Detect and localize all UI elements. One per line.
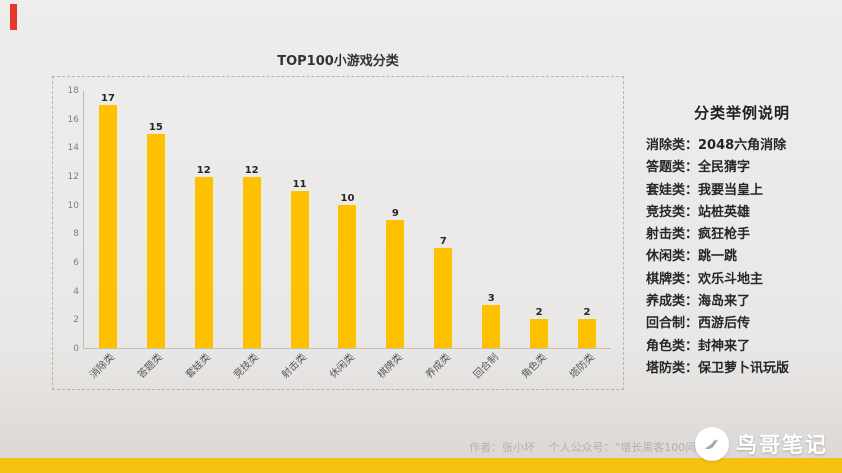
bar-value-label: 15: [148, 121, 163, 133]
x-axis-label-cell: 竞技类: [227, 351, 275, 387]
legend-item: 养成类：海岛来了: [646, 294, 751, 310]
x-axis-label: 竞技类: [231, 351, 261, 381]
bar-value-label: 10: [340, 193, 355, 205]
bar: [386, 219, 405, 348]
y-tick-label: 12: [67, 172, 79, 182]
legend-item: 休闲类：跳一跳: [646, 249, 738, 265]
bar-column: 12: [180, 91, 228, 348]
bar-value-label: 12: [244, 164, 259, 176]
legend-item: 套娃类：我要当皇上: [646, 182, 764, 198]
chart-area: 0 2 4 6 8 10 12 14 16 18 17 15 12 12 11 10 9 7 3 2 2 消除类 答题类…: [52, 76, 624, 390]
x-axis-label-cell: 棋牌类: [371, 351, 419, 387]
x-axis-label: 消除类: [87, 351, 117, 381]
legend-item: 角色类：封神来了: [646, 338, 751, 354]
x-axis-label-cell: 回合制: [467, 351, 515, 387]
footer-account: 个人公众号：“增长黑客100问”: [548, 441, 702, 454]
y-tick-label: 4: [73, 286, 79, 297]
bar-column: 3: [467, 91, 515, 348]
legend-item: 竞技类：站桩英雄: [646, 204, 751, 220]
y-tick-label: 18: [67, 86, 79, 96]
bar: [194, 176, 213, 348]
x-axis-label-cell: 射击类: [275, 351, 323, 387]
x-axis-label-cell: 休闲类: [323, 351, 371, 387]
bar-column: 10: [324, 91, 372, 348]
bar-column: 17: [84, 91, 132, 348]
x-axis-label-cell: 养成类: [419, 351, 467, 387]
bar-column: 2: [515, 91, 563, 348]
x-axis-label: 答题类: [135, 351, 165, 381]
bar-value-label: 7: [439, 236, 447, 248]
y-tick-label: 14: [67, 143, 79, 154]
bar: [530, 319, 549, 348]
bar: [338, 205, 357, 348]
bar-value-label: 9: [391, 207, 399, 219]
legend-item: 回合制：西游后传: [646, 316, 751, 332]
bar-column: 9: [371, 91, 419, 348]
footer-author: 作者：张小坏: [469, 441, 536, 454]
legend-item: 答题类：全民猜字: [646, 160, 751, 176]
bar: [290, 190, 309, 348]
bar-column: 11: [276, 91, 324, 348]
x-axis-label-cell: 答题类: [131, 351, 179, 387]
legend-item: 消除类：2048六角消除: [646, 138, 787, 153]
x-axis-label: 养成类: [423, 351, 453, 381]
bar-value-label: 2: [535, 307, 543, 319]
bar-column: 12: [228, 91, 276, 348]
y-tick-label: 10: [67, 200, 79, 211]
legend-title: 分类举例说明: [693, 104, 790, 122]
bar-value-label: 3: [487, 293, 495, 305]
x-axis-label: 回合制: [471, 351, 501, 381]
y-tick-label: 16: [67, 114, 79, 125]
bar-column: 2: [563, 91, 611, 348]
bar-column: 7: [419, 91, 467, 348]
red-accent-mark: [10, 4, 17, 30]
bar: [434, 248, 453, 348]
brand-logo: 鸟哥笔记: [695, 427, 828, 461]
legend-item: 塔防类：保卫萝卜讯玩版: [646, 360, 790, 376]
x-axis-label-cell: 角色类: [515, 351, 563, 387]
x-axis-label: 塔防类: [567, 351, 597, 381]
bird-logo-icon: [695, 427, 729, 461]
x-axis-label: 射击类: [279, 351, 309, 381]
bar: [578, 319, 597, 348]
legend-item: 棋牌类：欢乐斗地主: [646, 271, 764, 287]
bar: [146, 133, 165, 348]
footer-meta: 作者：张小坏 个人公众号：“增长黑客100问”: [459, 439, 702, 455]
bar-value-label: 17: [100, 93, 115, 105]
bar: [482, 305, 501, 348]
legend-item: 射击类：疯狂枪手: [646, 227, 751, 243]
x-axis-label-cell: 塔防类: [563, 351, 611, 387]
x-axis-label: 棋牌类: [375, 351, 405, 381]
legend-list: 消除类：2048六角消除 答题类：全民猜字 套娃类：我要当皇上 竞技类：站桩英雄 射击类…: [646, 135, 838, 380]
chart-title: TOP100小游戏分类: [277, 54, 399, 69]
bar: [242, 176, 261, 348]
y-axis: 0 2 4 6 8 10 12 14 16 18: [55, 86, 79, 354]
bar-column: 15: [132, 91, 180, 348]
x-axis-label-cell: 套娃类: [179, 351, 227, 387]
x-axis-labels: 消除类 答题类 套娃类 竞技类 射击类 休闲类 棋牌类 养成类 回合制 角色类 塔防类: [83, 351, 611, 387]
bar-plot: 17 15 12 12 11 10 9 7 3 2 2: [83, 91, 611, 349]
legend-panel: 分类举例说明 消除类：2048六角消除 答题类：全民猜字 套娃类：我要当皇上 竞技类：…: [646, 102, 838, 380]
brand-name: 鸟哥笔记: [736, 433, 828, 457]
y-tick-label: 2: [73, 315, 79, 326]
bar-value-label: 11: [292, 178, 307, 190]
y-tick-label: 8: [73, 229, 79, 240]
x-axis-label: 休闲类: [327, 351, 357, 381]
x-axis-label: 角色类: [519, 351, 549, 381]
y-tick-label: 0: [73, 344, 79, 354]
footer-yellow-bar: [0, 458, 842, 473]
y-tick-label: 6: [73, 258, 79, 268]
bar-value-label: 12: [196, 164, 211, 176]
bar: [98, 105, 117, 348]
x-axis-label: 套娃类: [183, 351, 213, 381]
x-axis-label-cell: 消除类: [83, 351, 131, 387]
bar-value-label: 2: [583, 307, 591, 319]
